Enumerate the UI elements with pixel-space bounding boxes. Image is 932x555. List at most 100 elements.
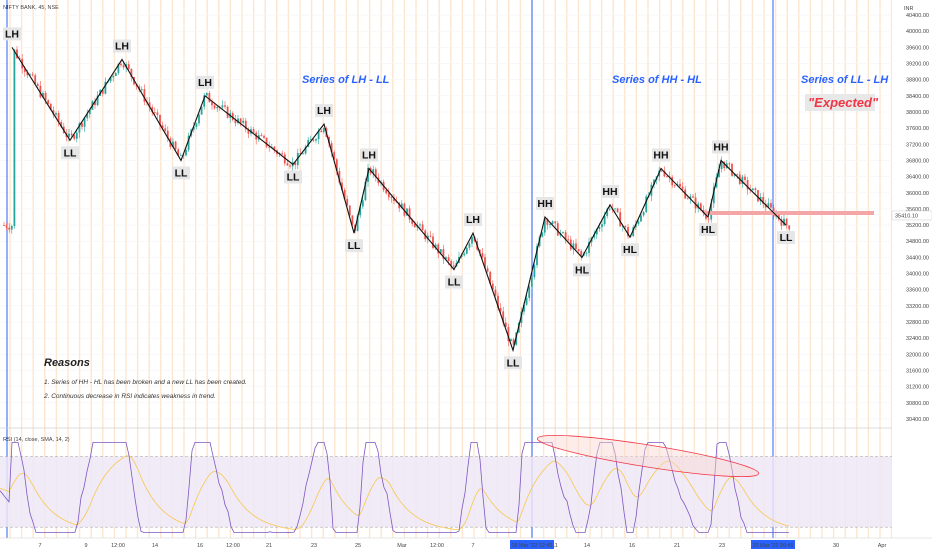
candle-body — [270, 146, 273, 148]
candle-body — [192, 126, 195, 130]
candle-body — [78, 123, 81, 133]
candle-body — [736, 173, 739, 175]
reason-item-1: 1. Series of HH - HL has been broken and… — [44, 379, 247, 386]
candle-body — [398, 202, 401, 209]
candle-body — [671, 177, 674, 186]
candle-body — [216, 106, 219, 109]
swing-label-hl: HL — [623, 244, 638, 256]
candle-body — [364, 181, 367, 201]
candle-body — [720, 161, 723, 170]
time-tick-label: 21 — [266, 543, 272, 549]
time-tick-label: 14 — [584, 543, 590, 549]
candle-body — [161, 125, 164, 129]
price-tick-label: 33600.00 — [906, 288, 929, 294]
candle-body — [117, 63, 120, 73]
candle-body — [231, 113, 234, 120]
time-tick-label: 12:00 — [111, 543, 125, 549]
swing-label-box — [536, 197, 554, 210]
candle-body — [699, 203, 702, 211]
price-tick-label: 38800.00 — [906, 78, 929, 84]
price-tick-label: 32800.00 — [906, 320, 929, 326]
candle-body — [686, 198, 689, 200]
candle-body — [299, 153, 302, 155]
price-tick-label: 32400.00 — [906, 336, 929, 342]
time-tick-label: 23 — [311, 543, 317, 549]
swing-label-box — [315, 104, 333, 118]
swing-label-hl: HL — [575, 264, 590, 276]
candle-body — [697, 203, 700, 209]
candle-body — [504, 322, 507, 328]
candle-body — [164, 128, 167, 131]
rsi-divergence-ellipse — [536, 434, 760, 478]
candle-body — [478, 249, 481, 253]
swing-label-hh: HH — [713, 141, 728, 153]
candle-body — [88, 109, 91, 115]
candle-body — [55, 113, 57, 115]
candle-body — [213, 105, 216, 109]
candle-body — [234, 119, 237, 124]
swing-label-ll: LL — [175, 167, 188, 179]
candle-body — [265, 137, 268, 147]
candle-body — [530, 277, 533, 287]
candle-body — [575, 243, 577, 249]
candle-body — [195, 123, 198, 127]
candle-body — [148, 102, 151, 108]
candle-body — [372, 169, 375, 174]
price-tick-label: 39200.00 — [906, 62, 929, 68]
candle-body — [627, 227, 629, 237]
candle-body — [247, 129, 250, 134]
candle-body — [177, 149, 180, 156]
candle-body — [8, 227, 11, 230]
candle-body — [595, 228, 598, 235]
swing-label-box — [652, 148, 670, 162]
price-tick-label: 35200.00 — [906, 223, 929, 229]
candle-body — [468, 243, 471, 248]
candle-body — [788, 225, 791, 230]
time-tick-label: 30 — [833, 543, 839, 549]
candle-body — [616, 208, 619, 213]
candle-body — [543, 218, 546, 233]
candle-body — [44, 92, 47, 101]
candle-body — [463, 253, 466, 256]
swing-label-box — [172, 166, 190, 180]
annotation-hh-hl: Series of HH - HL — [612, 74, 702, 86]
candle-body — [156, 112, 159, 115]
date-tag-label: 09 Mar '22 12:45 — [511, 543, 552, 549]
swing-label-box — [601, 184, 619, 198]
candle-body — [432, 236, 434, 248]
time-tick-label: 7 — [38, 543, 41, 549]
candle-body — [31, 74, 34, 76]
candle-body — [351, 215, 354, 225]
price-tick-label: 36800.00 — [906, 158, 929, 164]
swing-label-ll: LL — [448, 277, 461, 289]
candle-body — [143, 89, 146, 102]
grid-layer — [0, 0, 893, 538]
candle-body — [320, 130, 323, 133]
candle-body — [489, 271, 492, 284]
candle-body — [200, 106, 203, 115]
candle-body — [593, 234, 596, 238]
candle-body — [166, 130, 169, 139]
candle-body — [159, 114, 161, 126]
swing-label-box — [360, 148, 378, 162]
candle-body — [510, 339, 512, 342]
time-tick-label: Mar — [397, 543, 407, 549]
candle-body — [172, 141, 174, 148]
candle-body — [551, 221, 554, 224]
rsi-title: RSI (14, close, SMA, 14, 2) — [3, 437, 70, 443]
candle-body — [286, 163, 289, 166]
price-tick-label: 34000.00 — [906, 272, 929, 278]
candle-body — [83, 118, 86, 127]
candle-body — [692, 196, 694, 198]
candle-body — [731, 163, 733, 176]
price-tick-label: 40400.00 — [906, 13, 929, 19]
candle-body — [5, 225, 8, 228]
candle-body — [549, 223, 551, 225]
price-axis: 40400.00 40000.00 39600.00 39200.00 38800.00… — [891, 0, 932, 550]
candle-body — [689, 196, 692, 199]
candle-body — [572, 243, 575, 250]
candle-body — [122, 65, 125, 68]
candle-body — [309, 139, 312, 141]
